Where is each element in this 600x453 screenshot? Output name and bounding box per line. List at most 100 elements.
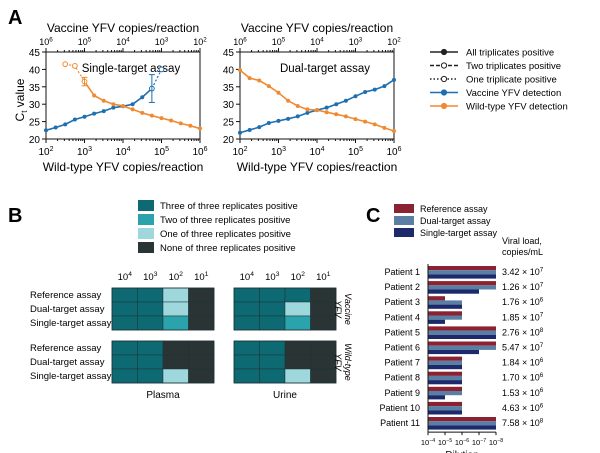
series-point	[247, 127, 252, 132]
bar	[428, 289, 479, 294]
x2-tick-label-base: 10	[233, 37, 243, 47]
dilution-label-base: 10	[194, 272, 205, 283]
x-tick-label-exp: 2	[244, 146, 248, 153]
viral-load-value: 1.53 × 106	[502, 387, 544, 398]
bar	[428, 365, 462, 370]
series-extension	[151, 69, 163, 89]
bar	[428, 315, 462, 320]
bar	[428, 425, 496, 430]
heat-cell	[310, 368, 337, 384]
panel-a-legend: All triplicates positive Two triplicates …	[430, 48, 568, 113]
bar	[428, 375, 462, 381]
heat-cell	[111, 287, 138, 303]
heat-cell	[233, 315, 260, 331]
viral-load-value: 5.47 × 107	[502, 342, 544, 353]
series-line	[239, 69, 395, 132]
series-point	[92, 111, 97, 116]
viral-load-header: Viral load,	[502, 236, 542, 246]
series-point	[382, 84, 387, 89]
dilution-label-base: 10	[316, 272, 327, 283]
bar	[428, 285, 496, 290]
bar-x-tick-label-exp: −7	[480, 438, 486, 444]
heat-cell	[162, 354, 189, 370]
legend-swatch-point	[440, 102, 448, 110]
viral-load-value-exp: 8	[540, 327, 544, 334]
x2-tick-label-exp: 2	[397, 36, 401, 43]
y-tick-label: 20	[29, 135, 41, 146]
bar	[428, 311, 462, 316]
heat-cell	[310, 340, 337, 356]
x-tick-label-base: 10	[232, 147, 244, 158]
bar	[428, 326, 496, 331]
x-tick-label: 103	[271, 146, 286, 158]
x2-tick-label-base: 10	[116, 37, 126, 47]
y-axis-title: Ct value	[13, 78, 29, 121]
dilution-label-base: 10	[265, 272, 276, 283]
heat-cell	[137, 354, 164, 370]
heat-cell	[233, 287, 260, 303]
x-tick-label-exp: 6	[398, 146, 402, 153]
bar	[428, 319, 445, 324]
heat-cell	[188, 368, 215, 384]
heat-group-label-line2: YFV	[333, 353, 343, 372]
legend-label: All triplicates positive	[466, 48, 554, 59]
x-tick-label-base: 10	[348, 147, 360, 158]
heat-group-label-line1: Wild-type	[343, 343, 353, 380]
heat-legend-label: Three of three replicates positive	[160, 201, 298, 212]
heat-cell	[233, 301, 260, 317]
x2-tick-label: 104	[310, 36, 324, 47]
dilution-label-exp: 4	[128, 271, 132, 278]
patient-label: Patient 4	[384, 312, 420, 322]
chart-title: Dual-target assay	[280, 63, 370, 75]
viral-load-value: 3.42 × 107	[502, 266, 544, 277]
series-point	[121, 103, 125, 108]
chart-title: Single-target assay	[82, 63, 181, 75]
bar	[428, 421, 496, 426]
x2-tick-label: 104	[116, 36, 130, 47]
heat-legend-label: One of three replicates positive	[160, 229, 291, 240]
series-point	[111, 102, 116, 107]
heat-cell	[310, 315, 337, 331]
x2-tick-label-base: 10	[272, 37, 282, 47]
bar	[428, 386, 462, 391]
x-tick-label: 102	[38, 146, 53, 158]
x2-tick-label-exp: 4	[126, 36, 130, 43]
y-tick-label: 35	[29, 83, 41, 94]
viral-load-value-exp: 7	[540, 342, 544, 349]
series-point	[334, 112, 339, 117]
legend-label: Vaccine YFV detection	[466, 88, 561, 99]
heat-frame	[111, 340, 215, 384]
legend-label: One triplicate positive	[466, 75, 557, 86]
heat-cell	[284, 368, 311, 384]
x-tick-label-exp: 6	[204, 146, 208, 153]
bar	[428, 296, 445, 301]
heat-cell	[162, 368, 189, 384]
heat-column-label: Plasma	[146, 390, 180, 401]
dilution-label: 102	[291, 271, 306, 283]
heat-cell	[188, 315, 215, 331]
heat-cell	[310, 301, 337, 317]
series-point	[334, 102, 339, 107]
bar-x-tick-label-exp: −4	[429, 438, 435, 444]
heat-cell	[188, 301, 215, 317]
series-point	[169, 118, 174, 123]
viral-load-value-exp: 6	[540, 297, 544, 304]
dilution-label: 101	[194, 271, 209, 283]
bar	[428, 334, 496, 339]
y-tick-label: 20	[223, 135, 235, 146]
x2-tick-label-base: 10	[387, 37, 397, 47]
x2-tick-label-base: 10	[310, 37, 320, 47]
x-tick-label-base: 10	[309, 147, 321, 158]
bar	[428, 371, 462, 376]
series-point	[63, 122, 68, 127]
x2-tick-label: 106	[39, 36, 53, 47]
series-point	[286, 116, 291, 121]
legend-swatch-point	[440, 75, 448, 83]
heat-cell	[162, 340, 189, 356]
viral-load-header: copies/mL	[502, 247, 543, 257]
heat-row-label: Reference assay	[30, 290, 102, 301]
dilution-label-base: 10	[291, 272, 302, 283]
x-tick-label-base: 10	[38, 147, 50, 158]
y-tick-label: 45	[29, 48, 41, 59]
